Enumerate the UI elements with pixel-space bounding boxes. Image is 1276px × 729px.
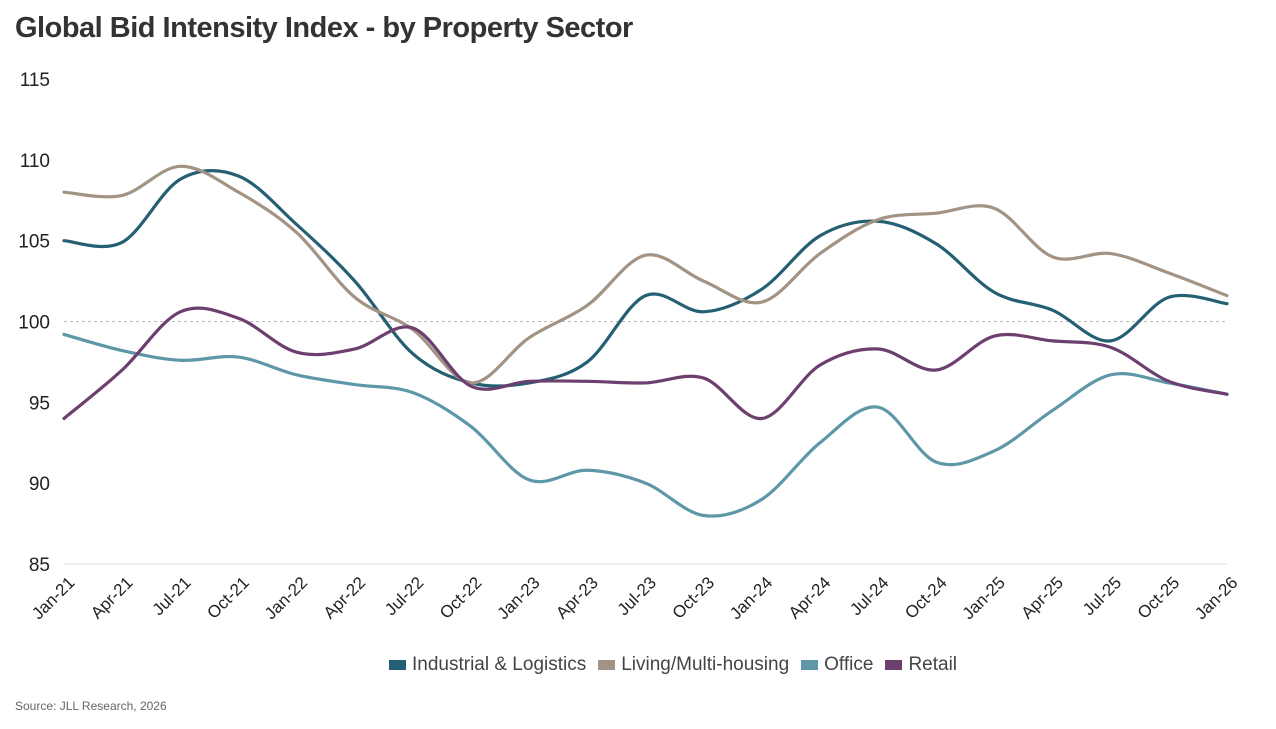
legend-item[interactable]: Office: [801, 654, 873, 676]
legend-label: Living/Multi-housing: [621, 654, 790, 675]
y-tick-label: 100: [18, 313, 50, 334]
y-tick-label: 105: [18, 232, 50, 253]
x-tick-label: Jan-26: [1191, 573, 1241, 623]
y-tick-label: 95: [29, 393, 50, 414]
legend-swatch: [388, 660, 406, 670]
source-note: Source: JLL Research, 2026: [15, 699, 167, 713]
series-line-living-multi-housing: [62, 164, 1229, 385]
legend: Industrial & Logistics Living/Multi-housi…: [0, 654, 1276, 676]
x-tick-label: Jul-25: [1079, 573, 1125, 619]
legend-item[interactable]: Living/Multi-housing: [598, 654, 789, 676]
legend-label: Industrial & Logistics: [411, 654, 587, 675]
x-tick-label: Oct-23: [669, 573, 719, 623]
y-tick-label: 85: [29, 555, 50, 576]
x-tick-label: Oct-21: [203, 573, 253, 623]
x-tick-label: Jan-21: [28, 573, 78, 623]
y-tick-label: 115: [20, 70, 50, 91]
x-tick-label: Apr-24: [785, 573, 835, 623]
x-tick-label: Oct-25: [1134, 573, 1184, 623]
x-tick-label: Jan-22: [261, 573, 311, 623]
legend-swatch: [801, 660, 819, 670]
x-tick-label: Apr-25: [1018, 573, 1068, 623]
x-tick-label: Jan-24: [726, 573, 776, 623]
x-tick-label: Jul-22: [381, 573, 427, 619]
chart-title: Global Bid Intensity Index - by Property…: [15, 12, 633, 44]
x-tick-label: Oct-22: [436, 573, 486, 623]
legend-swatch: [598, 660, 616, 670]
x-tick-label: Apr-22: [320, 573, 370, 623]
series-line-retail: [62, 306, 1229, 421]
legend-item[interactable]: Industrial & Logistics: [388, 654, 587, 676]
legend-item[interactable]: Retail: [885, 654, 957, 676]
series-line-office: [62, 332, 1229, 518]
legend-label: Retail: [908, 654, 958, 675]
x-tick-label: Jul-21: [149, 573, 195, 619]
x-tick-label: Jul-23: [614, 573, 660, 619]
x-tick-label: Jan-23: [493, 573, 543, 623]
y-tick-label: 90: [29, 474, 50, 495]
series-line-industrial-logistics: [62, 169, 1229, 388]
legend-label: Office: [824, 654, 874, 675]
x-tick-label: Jan-25: [959, 573, 1009, 623]
x-tick-label: Oct-24: [901, 573, 951, 623]
legend-swatch: [885, 660, 903, 670]
x-tick-label: Apr-21: [87, 573, 137, 623]
x-tick-label: Jul-24: [846, 573, 892, 619]
y-tick-label: 110: [20, 151, 50, 172]
x-tick-label: Apr-23: [552, 573, 602, 623]
